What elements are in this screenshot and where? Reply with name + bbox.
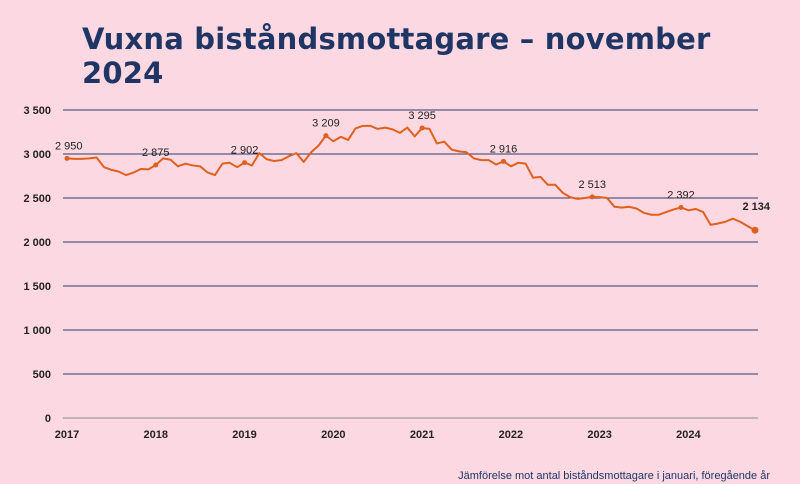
x-tick-label: 2020 (321, 429, 345, 441)
data-point (500, 158, 506, 164)
data-point (419, 125, 425, 131)
x-tick-label: 2017 (55, 429, 79, 441)
y-tick-label: 500 (33, 369, 51, 381)
data-label: 2 134 (742, 201, 770, 213)
chart-title: Vuxna biståndsmottagare – november 2024 (82, 22, 711, 90)
x-tick-label: 2023 (587, 429, 611, 441)
y-tick-label: 3 500 (23, 105, 51, 117)
data-label: 2 875 (142, 147, 170, 159)
data-label: 2 392 (667, 190, 695, 202)
data-label: 3 295 (408, 110, 436, 122)
data-point (751, 226, 759, 234)
data-point (153, 162, 159, 168)
y-tick-label: 1 500 (23, 281, 51, 293)
x-tick-label: 2024 (676, 429, 701, 441)
data-label: 2 916 (490, 143, 518, 155)
data-label: 3 209 (312, 118, 340, 130)
x-tick-label: 2022 (499, 429, 523, 441)
data-label: 2 902 (231, 145, 259, 157)
y-tick-label: 0 (45, 413, 51, 425)
chart-footnote: Jämförelse mot antal biståndsmottagare i… (458, 470, 770, 482)
y-tick-label: 2 500 (23, 193, 51, 205)
series-line (66, 124, 756, 232)
y-tick-label: 1 000 (23, 325, 51, 337)
data-point (242, 160, 248, 166)
x-tick-label: 2021 (410, 429, 434, 441)
y-tick-label: 2 000 (23, 237, 51, 249)
x-tick-label: 2019 (232, 429, 256, 441)
x-tick-label: 2018 (144, 429, 168, 441)
data-label: 2 513 (578, 179, 606, 191)
data-label: 2 950 (55, 140, 83, 152)
data-point (589, 194, 595, 200)
data-point (64, 155, 70, 161)
data-point (678, 205, 684, 211)
y-tick-label: 3 000 (23, 149, 51, 161)
data-point (323, 133, 329, 139)
